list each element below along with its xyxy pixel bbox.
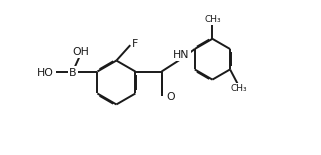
Text: OH: OH <box>73 47 90 57</box>
Text: HN: HN <box>173 50 190 60</box>
Text: CH₃: CH₃ <box>204 15 221 24</box>
Text: CH₃: CH₃ <box>231 84 247 93</box>
Text: O: O <box>166 92 175 102</box>
Text: F: F <box>132 39 138 49</box>
Text: B: B <box>69 68 76 78</box>
Text: HO: HO <box>37 68 54 78</box>
